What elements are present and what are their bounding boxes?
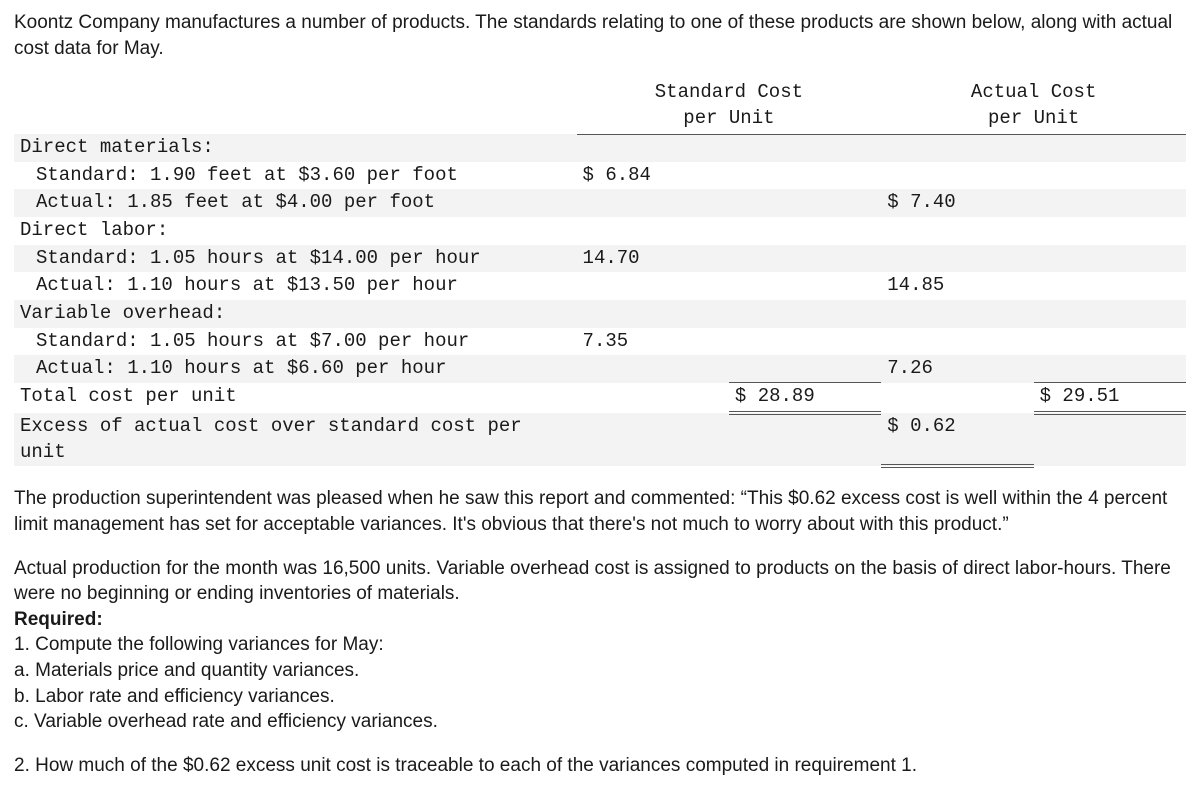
paragraph-1: The production superintendent was please… — [14, 486, 1186, 537]
dl-actual-label: Actual: 1.10 hours at $13.50 per hour — [14, 272, 577, 300]
dl-standard-label: Standard: 1.05 hours at $14.00 per hour — [14, 245, 577, 273]
requirement-2: 2. How much of the $0.62 excess unit cos… — [14, 753, 1186, 779]
total-standard: $ 28.89 — [729, 383, 881, 413]
vo-standard-label: Standard: 1.05 hours at $7.00 per hour — [14, 328, 577, 356]
header-standard: Standard Costper Unit — [577, 79, 882, 134]
dm-standard-label: Standard: 1.90 feet at $3.60 per foot — [14, 162, 577, 190]
requirement-1b: b. Labor rate and efficiency variances. — [14, 684, 1186, 710]
dm-heading: Direct materials: — [14, 134, 577, 162]
vo-actual-label: Actual: 1.10 hours at $6.60 per hour — [14, 355, 577, 383]
total-actual: $ 29.51 — [1034, 383, 1186, 413]
excess-label: Excess of actual cost over standard cost… — [14, 413, 577, 466]
header-actual: Actual Costper Unit — [881, 79, 1186, 134]
dm-standard-value: $ 6.84 — [577, 162, 729, 190]
dm-actual-value: $ 7.40 — [881, 189, 1033, 217]
required-heading: Required: — [14, 607, 1186, 633]
excess-value: $ 0.62 — [881, 413, 1033, 466]
dl-standard-value: 14.70 — [577, 245, 729, 273]
requirement-1: 1. Compute the following variances for M… — [14, 632, 1186, 658]
vo-actual-value: 7.26 — [881, 355, 1033, 383]
requirement-1c: c. Variable overhead rate and efficiency… — [14, 709, 1186, 735]
cost-table: Standard Costper Unit Actual Costper Uni… — [14, 79, 1186, 468]
vo-standard-value: 7.35 — [577, 328, 729, 356]
dm-actual-label: Actual: 1.85 feet at $4.00 per foot — [14, 189, 577, 217]
dl-actual-value: 14.85 — [881, 272, 1033, 300]
vo-heading: Variable overhead: — [14, 300, 577, 328]
intro-text: Koontz Company manufactures a number of … — [14, 10, 1186, 61]
total-label: Total cost per unit — [14, 383, 577, 413]
paragraph-2: Actual production for the month was 16,5… — [14, 556, 1186, 607]
dl-heading: Direct labor: — [14, 217, 577, 245]
